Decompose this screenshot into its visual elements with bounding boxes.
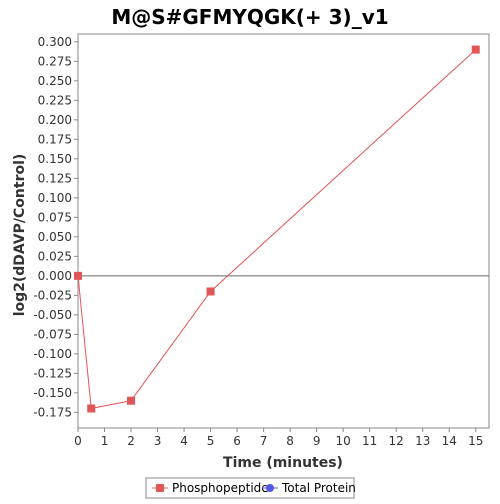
x-tick-label: 7 <box>260 434 268 448</box>
data-point <box>74 271 82 280</box>
x-tick-label: 8 <box>286 434 294 448</box>
y-tick-label: -0.025 <box>33 288 72 302</box>
y-tick-label: 0.000 <box>38 269 72 283</box>
chart-title: M@S#GFMYQGK(+ 3)_v1 <box>111 5 388 29</box>
y-tick-label: 0.225 <box>38 93 72 107</box>
legend-box <box>145 477 355 499</box>
y-tick-label: 0.050 <box>38 230 72 244</box>
y-tick-label: -0.100 <box>33 347 72 361</box>
x-tick-label: 4 <box>180 434 188 448</box>
y-tick-label: -0.150 <box>33 386 72 400</box>
legend-label: Phosphopeptide <box>172 481 269 495</box>
data-point <box>127 396 136 405</box>
x-tick-label: 10 <box>336 434 351 448</box>
x-tick-label: 5 <box>207 434 215 448</box>
x-tick-label: 2 <box>127 434 135 448</box>
x-tick-label: 14 <box>442 434 457 448</box>
y-tick-label: -0.050 <box>33 308 72 322</box>
y-tick-label: -0.125 <box>33 366 72 380</box>
legend-marker <box>156 484 164 492</box>
x-tick-label: 1 <box>101 434 109 448</box>
y-axis-label: log2(dDAVP/Control) <box>12 154 28 317</box>
y-tick-label: 0.300 <box>38 35 72 49</box>
y-axis: 0.300 0.275 0.250 0.225 0.200 0.175 0.150 0.125… <box>33 35 78 419</box>
data-point <box>87 404 96 413</box>
legend: Phosphopeptide Total Protein <box>145 477 356 499</box>
y-tick-label: 0.075 <box>38 210 72 224</box>
x-tick-label: 0 <box>74 434 82 448</box>
y-tick-label: 0.275 <box>38 54 72 68</box>
y-tick-label: 0.150 <box>38 152 72 166</box>
data-point <box>471 45 480 54</box>
y-tick-label: 0.100 <box>38 191 72 205</box>
y-tick-label: -0.175 <box>33 405 72 419</box>
y-tick-label: 0.175 <box>38 132 72 146</box>
y-tick-label: 0.200 <box>38 113 72 127</box>
x-axis: 0 1 2 3 4 5 6 7 8 9 10 11 12 13 14 15 <box>74 428 483 448</box>
data-point <box>206 287 215 296</box>
x-tick-label: 13 <box>415 434 430 448</box>
x-tick-label: 11 <box>362 434 377 448</box>
x-tick-label: 12 <box>389 434 404 448</box>
x-tick-label: 6 <box>233 434 241 448</box>
x-axis-label: Time (minutes) <box>223 455 343 471</box>
x-tick-label: 15 <box>468 434 483 448</box>
y-tick-label: 0.250 <box>38 74 72 88</box>
y-tick-label: -0.075 <box>33 327 72 341</box>
legend-marker <box>266 484 274 492</box>
y-tick-label: 0.125 <box>38 171 72 185</box>
series-layer <box>74 45 480 413</box>
y-tick-label: 0.025 <box>38 249 72 263</box>
x-tick-label: 3 <box>154 434 162 448</box>
x-tick-label: 9 <box>313 434 321 448</box>
legend-label: Total Protein <box>281 481 356 495</box>
